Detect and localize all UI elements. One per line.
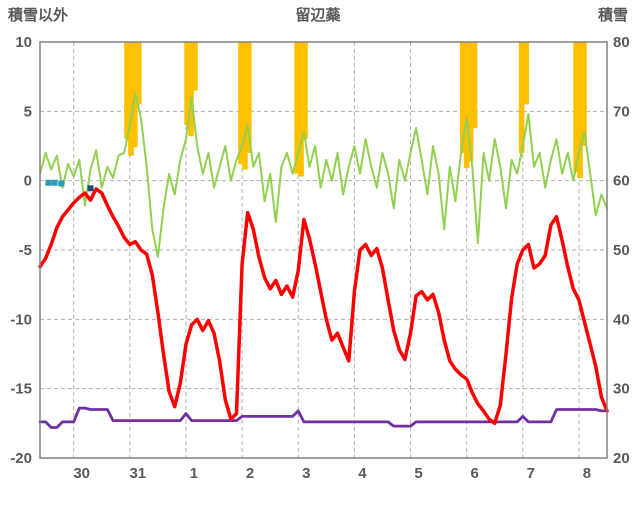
purple-series xyxy=(38,406,609,429)
x-axis-tick-label: 3 xyxy=(302,465,310,482)
orange-bars xyxy=(518,42,525,153)
orange-bars xyxy=(242,42,248,170)
left-axis-tick-label: -15 xyxy=(10,381,32,398)
orange-bars xyxy=(467,42,474,162)
orange-bars xyxy=(135,42,142,105)
orange-bars xyxy=(463,42,470,169)
orange-bars xyxy=(459,42,466,153)
orange-bars xyxy=(298,42,304,177)
marker-dot xyxy=(87,185,94,192)
right-axis-tick-label: 80 xyxy=(613,34,630,51)
left-axis-tick-label: 5 xyxy=(24,103,32,120)
left-axis-tick-label: -5 xyxy=(19,242,32,259)
red-series xyxy=(38,187,609,426)
x-axis-tick-label: 4 xyxy=(358,465,367,482)
orange-bars xyxy=(128,42,134,156)
marker-dot xyxy=(58,180,65,187)
x-axis-tick-label: 8 xyxy=(583,465,591,482)
right-axis-tick-label: 20 xyxy=(613,450,630,467)
orange-bars xyxy=(246,42,252,153)
x-axis-tick-label: 1 xyxy=(190,465,198,482)
right-axis-tick-label: 30 xyxy=(613,381,630,398)
orange-bars xyxy=(581,42,587,146)
orange-bars xyxy=(124,42,130,140)
x-axis-tick-label: 6 xyxy=(470,465,478,482)
x-axis-tick-label: 5 xyxy=(414,465,422,482)
left-axis-tick-label: 0 xyxy=(24,173,32,190)
x-axis-tick-label: 7 xyxy=(527,465,535,482)
marker-dot xyxy=(51,179,58,186)
right-axis-tick-label: 40 xyxy=(613,311,630,328)
right-axis-title: 積雪 xyxy=(597,7,628,24)
left-axis-title: 積雪以外 xyxy=(8,7,69,24)
left-axis-tick-label: -20 xyxy=(10,450,32,467)
marker-dot xyxy=(45,179,52,186)
x-axis-tick-label: 31 xyxy=(129,465,146,482)
orange-bars xyxy=(573,42,579,173)
left-axis-tick-label: 10 xyxy=(15,34,32,51)
orange-bars xyxy=(294,42,300,174)
x-axis-tick-label: 2 xyxy=(246,465,254,482)
orange-bars xyxy=(577,42,583,178)
right-axis-tick-label: 60 xyxy=(613,173,630,190)
orange-bars xyxy=(471,42,478,128)
orange-bars xyxy=(188,42,194,137)
x-axis-tick-label: 30 xyxy=(73,465,90,482)
orange-bars xyxy=(192,42,198,91)
orange-bars xyxy=(523,42,529,105)
left-axis-tick-label: -10 xyxy=(10,311,32,328)
green-series xyxy=(39,92,608,258)
orange-bars xyxy=(302,42,308,140)
plot-border xyxy=(39,41,608,459)
right-axis-tick-label: 50 xyxy=(613,242,630,259)
right-axis-tick-label: 70 xyxy=(613,103,630,120)
orange-bars xyxy=(238,42,244,165)
chart-title: 留辺蘂 xyxy=(295,7,341,24)
orange-bars xyxy=(184,42,190,126)
